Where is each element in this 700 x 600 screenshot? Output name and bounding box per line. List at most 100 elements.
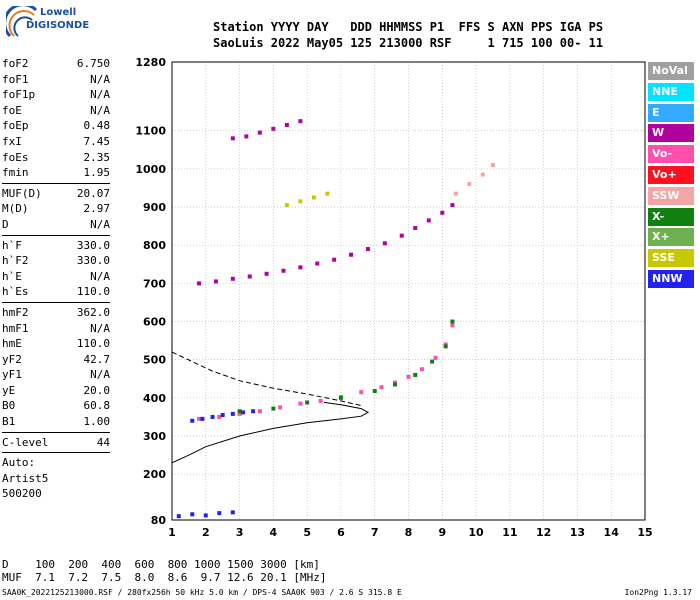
data-point xyxy=(197,416,202,421)
y-tick-label: 600 xyxy=(143,316,166,329)
param-value: 7.45 xyxy=(83,134,111,148)
y-tick-label: 700 xyxy=(143,277,166,290)
param-row: foE N/A xyxy=(2,103,110,119)
param-name: M(D) xyxy=(2,202,29,216)
data-point xyxy=(230,136,235,141)
param-separator xyxy=(2,431,110,433)
param-name: foF1 xyxy=(2,72,29,86)
param-name: yF1 xyxy=(2,368,22,382)
data-point xyxy=(332,257,337,262)
param-value: N/A xyxy=(90,368,110,382)
data-point xyxy=(433,355,438,360)
param-row: yF2 42.7 xyxy=(2,352,110,368)
param-row: yF1 N/A xyxy=(2,367,110,383)
legend-item: Vo- xyxy=(648,145,694,164)
profile-curve-dashed xyxy=(171,351,362,406)
param-name: h`Es xyxy=(2,285,29,299)
param-row: B0 60.8 xyxy=(2,398,110,414)
profile-curve xyxy=(171,401,370,464)
param-name: yE xyxy=(2,383,16,397)
param-value: N/A xyxy=(90,321,110,335)
param-value: N/A xyxy=(90,269,110,283)
param-row: h`F 330.0 xyxy=(2,238,110,254)
data-point xyxy=(213,279,218,284)
legend-item: W xyxy=(648,124,694,143)
data-point xyxy=(298,119,303,124)
x-tick-label: 14 xyxy=(604,526,620,539)
data-point xyxy=(237,409,242,414)
y-tick-label: 800 xyxy=(143,239,166,252)
x-tick-label: 15 xyxy=(637,526,652,539)
muf-row: MUF 7.1 7.2 7.5 8.0 8.6 9.7 12.6 20.1 [M… xyxy=(2,571,327,584)
param-row: D N/A xyxy=(2,217,110,233)
legend-item: X+ xyxy=(648,228,694,247)
data-point xyxy=(440,210,445,215)
data-point xyxy=(203,513,208,518)
data-point xyxy=(399,233,404,238)
data-point xyxy=(406,374,411,379)
legend-item: E xyxy=(648,103,694,122)
x-tick-label: 11 xyxy=(502,526,517,539)
y-tick-label: 300 xyxy=(143,430,166,443)
logo-text-digisonde: DIGISONDE xyxy=(26,20,90,31)
data-point xyxy=(305,400,310,405)
x-tick-label: 2 xyxy=(202,526,210,539)
param-value: N/A xyxy=(90,103,110,117)
data-point xyxy=(359,390,364,395)
param-value: 1.00 xyxy=(83,415,111,429)
x-tick-label: 12 xyxy=(536,526,551,539)
param-row: M(D) 2.97 xyxy=(2,201,110,217)
param-name: C-level xyxy=(2,435,49,449)
param-name: D xyxy=(2,217,9,231)
data-point xyxy=(251,409,256,414)
data-point xyxy=(467,182,472,187)
param-value: 110.0 xyxy=(76,337,110,351)
y-tick-label: 900 xyxy=(143,201,166,214)
param-name: yF2 xyxy=(2,352,22,366)
param-name: foF1p xyxy=(2,88,36,102)
legend-item: SSW xyxy=(648,186,694,205)
param-name: B1 xyxy=(2,415,16,429)
legend-item: Vo+ xyxy=(648,165,694,184)
data-point xyxy=(244,134,249,139)
data-point xyxy=(349,252,354,257)
param-row: C-level 44 xyxy=(2,435,110,451)
data-point xyxy=(453,191,458,196)
data-point xyxy=(264,271,269,276)
param-row: foF1p N/A xyxy=(2,87,110,103)
data-point xyxy=(230,411,235,416)
data-point xyxy=(443,344,448,349)
x-tick-label: 4 xyxy=(270,526,278,539)
data-point xyxy=(311,195,316,200)
file-info-footer: SAA0K_2022125213000.RSF / 280fx256h 50 k… xyxy=(2,588,402,597)
y-tick-label: 500 xyxy=(143,354,166,367)
data-point xyxy=(257,130,262,135)
y-tick-label: 1100 xyxy=(135,125,166,138)
data-point xyxy=(430,359,435,364)
param-value: 330.0 xyxy=(76,254,110,268)
version-label: Ion2Png 1.3.17 xyxy=(624,588,692,597)
param-row: fmin 1.95 xyxy=(2,165,110,181)
data-point xyxy=(278,405,283,410)
param-value: 110.0 xyxy=(76,285,110,299)
param-name: hmF2 xyxy=(2,305,29,319)
header-values: SaoLuis 2022 May05 125 213000 RSF 1 715 … xyxy=(213,36,604,50)
param-separator xyxy=(2,301,110,303)
param-row: fxI 7.45 xyxy=(2,134,110,150)
param-row: foEp 0.48 xyxy=(2,118,110,134)
param-name: h`F xyxy=(2,238,22,252)
legend-item: NNE xyxy=(648,82,694,101)
data-point xyxy=(247,274,252,279)
data-point xyxy=(210,414,215,419)
data-point xyxy=(281,268,286,273)
data-point xyxy=(413,226,418,231)
data-point xyxy=(200,416,205,421)
param-value: 0.48 xyxy=(83,119,111,133)
param-value: 330.0 xyxy=(76,238,110,252)
param-name: fxI xyxy=(2,134,22,148)
param-name: foEs xyxy=(2,150,29,164)
param-name: B0 xyxy=(2,399,16,413)
x-tick-label: 13 xyxy=(570,526,585,539)
param-value: 44 xyxy=(96,435,110,449)
param-row: h`Es 110.0 xyxy=(2,284,110,300)
